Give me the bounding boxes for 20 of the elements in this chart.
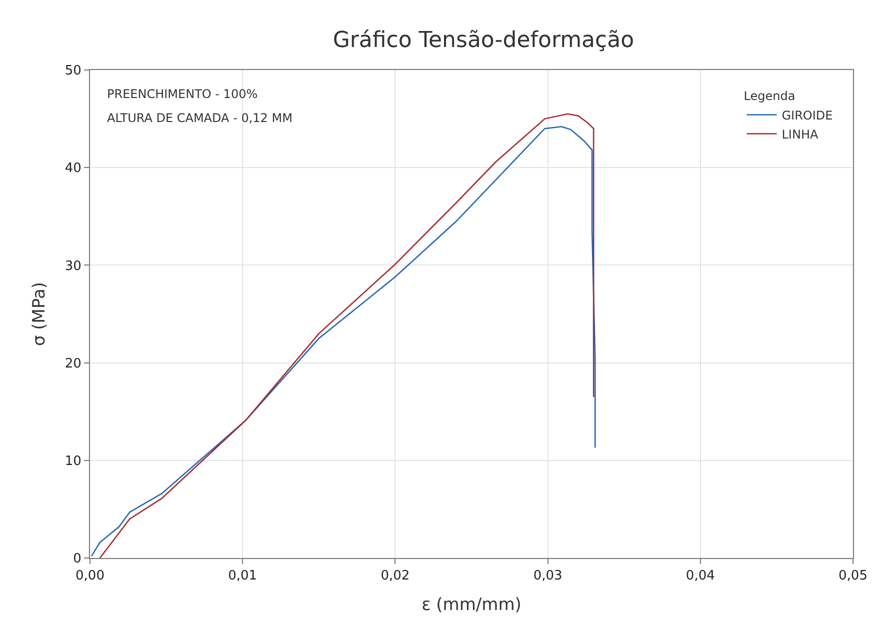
x-tick-label: 0,00 <box>76 568 104 584</box>
chart-title: Gráfico Tensão-deformação <box>332 28 634 53</box>
x-tick-label: 0,04 <box>686 568 715 584</box>
annotation: PREENCHIMENTO - 100% <box>107 87 258 101</box>
x-tick-label: 0,03 <box>533 568 562 584</box>
y-tick-label: 50 <box>64 64 82 79</box>
annotation: ALTURA DE CAMADA - 0,12 MM <box>107 111 292 125</box>
x-tick-label: 0,01 <box>228 568 258 584</box>
y-tick-label: 0 <box>73 552 82 567</box>
y-tick-label: 20 <box>64 356 82 372</box>
y-tick-label: 30 <box>64 258 82 274</box>
x-axis-title: ε (mm/mm) <box>422 595 522 615</box>
legend-label: GIROIDE <box>782 108 833 122</box>
legend-title: Legenda <box>744 89 796 104</box>
legend-label: LINHA <box>782 127 819 142</box>
x-tick-label: 0,02 <box>380 568 410 584</box>
y-tick-label: 10 <box>64 454 82 469</box>
y-tick-label: 40 <box>64 161 82 176</box>
y-axis-title: σ (MPa) <box>29 282 50 346</box>
x-tick-label: 0,05 <box>838 568 868 584</box>
